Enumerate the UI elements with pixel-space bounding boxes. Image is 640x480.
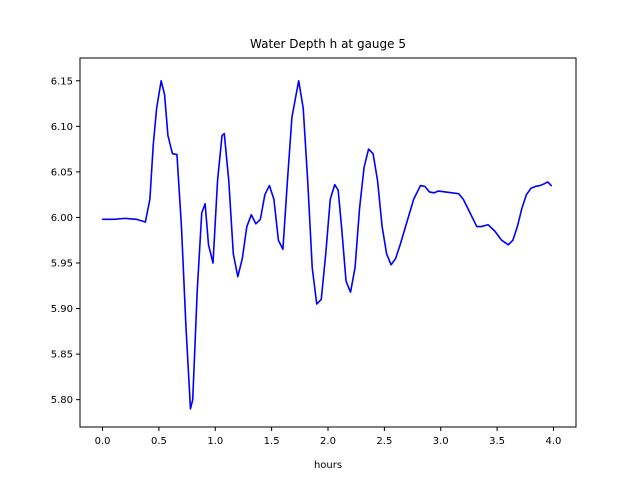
series-line-0 <box>101 79 552 410</box>
chart-title: Water Depth h at gauge 5 <box>250 37 406 51</box>
y-tick-label: 6.10 <box>51 122 73 133</box>
x-tick-label: 2.5 <box>376 436 392 447</box>
x-tick-label: 4.0 <box>546 436 562 447</box>
y-tick-label: 5.95 <box>51 259 73 270</box>
x-tick-label: 2.0 <box>320 436 336 447</box>
x-tick-label: 1.5 <box>264 436 280 447</box>
x-tick-label: 3.0 <box>433 436 449 447</box>
x-tick-label: 0.0 <box>95 436 111 447</box>
x-tick-label: 3.5 <box>489 436 505 447</box>
plot-frame <box>79 57 577 428</box>
y-tick-label: 5.90 <box>51 304 73 315</box>
plot-area <box>101 79 552 410</box>
x-axis: 0.0 0.5 1.0 1.5 2.0 2.5 3.0 3.5 4.0 <box>95 427 562 447</box>
y-tick-label: 6.05 <box>51 167 73 178</box>
y-tick-label: 6.15 <box>51 76 73 87</box>
x-tick-label: 0.5 <box>151 436 167 447</box>
x-tick-label: 1.0 <box>207 436 223 447</box>
y-axis: 5.80 5.85 5.90 5.95 6.00 6.05 6.10 6.15 <box>51 76 80 406</box>
y-tick-label: 5.85 <box>51 350 73 361</box>
y-tick-label: 5.80 <box>51 395 73 406</box>
x-axis-label: hours <box>314 460 342 471</box>
y-tick-label: 6.00 <box>51 213 73 224</box>
